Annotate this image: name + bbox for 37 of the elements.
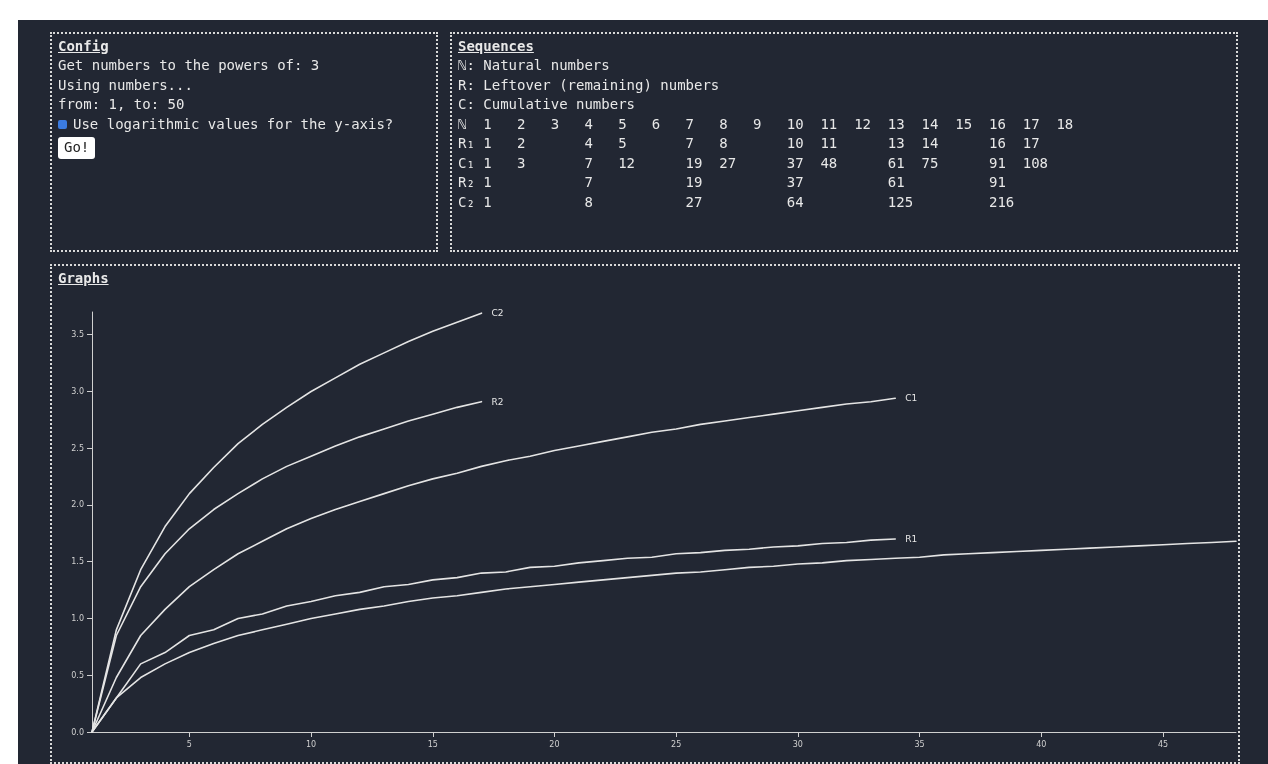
text: R: Leftover (remaining) numbers [458, 75, 721, 95]
chart-title: Graphs [58, 270, 110, 286]
text: Config [58, 38, 110, 54]
text: C₁ 1 3 7 12 19 27 37 48 61 75 91 108 [458, 153, 1049, 173]
x-tick-label: 25 [671, 739, 682, 749]
text: ℕ: Natural numbers [458, 56, 611, 75]
text: Use logarithmic values for the y-axis? [72, 114, 395, 134]
x-tick-label: 15 [427, 739, 438, 749]
series-label: C2 [491, 308, 504, 319]
text: R₂ 1 7 19 37 61 91 [458, 173, 1007, 192]
x-tick-label: 45 [1157, 739, 1169, 749]
y-tick-label: 2.0 [71, 500, 84, 510]
x-tick-label: 40 [1036, 739, 1047, 749]
text: Sequences [458, 38, 535, 54]
text: C₂ 1 8 27 64 125 216 [458, 192, 1016, 212]
text: Get numbers to the powers of: 3 [58, 56, 321, 75]
x-tick-label: 5 [186, 739, 192, 749]
x-tick-label: 30 [792, 739, 803, 749]
text: from: 1, to: 50 [58, 95, 186, 114]
x-tick-label: 10 [305, 739, 317, 749]
text: ℕ 1 2 3 4 5 6 7 8 9 10 11 12 13 14 15 16 17 18 [458, 114, 1075, 134]
y-tick-label: 1.5 [71, 557, 84, 567]
series-label: R2 [491, 396, 504, 407]
series-label: R1 [905, 534, 918, 545]
text: Go! [58, 137, 96, 159]
y-tick-label: 3.5 [71, 330, 84, 340]
y-tick-label: 1.0 [71, 613, 84, 623]
text: Using numbers... [58, 75, 194, 95]
x-tick-label: 20 [549, 739, 560, 749]
y-tick-label: 0.0 [71, 727, 84, 737]
series-label: C1 [905, 393, 918, 404]
y-tick-label: 0.5 [71, 670, 84, 680]
y-tick-label: 2.5 [71, 443, 84, 453]
y-tick-label: 3.0 [71, 386, 84, 396]
text: C: Cumulative numbers [458, 95, 636, 114]
text: R₁ 1 2 4 5 7 8 10 11 13 14 16 17 [458, 134, 1041, 153]
x-tick-label: 35 [914, 739, 925, 749]
